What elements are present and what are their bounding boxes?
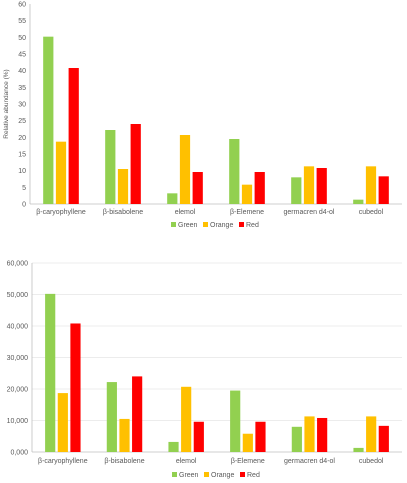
legend-swatch bbox=[240, 472, 245, 477]
chart-2: 0,000 10,000 20,000 30,000 40,000 50,000 60,00… bbox=[7, 261, 402, 479]
bar-green bbox=[43, 36, 54, 204]
bar-red bbox=[378, 176, 389, 204]
bar-red bbox=[255, 421, 266, 452]
bar-green bbox=[291, 177, 302, 204]
y-tick-label: 0 bbox=[22, 202, 26, 209]
y-tick-label: 50,000 bbox=[7, 292, 29, 299]
bar-green bbox=[105, 130, 116, 204]
y-tick-label: 45 bbox=[18, 52, 26, 59]
y-tick-label: 10,000 bbox=[7, 418, 29, 425]
legend-swatch bbox=[171, 222, 176, 227]
bar-red bbox=[317, 417, 328, 452]
legend: Green Orange Red bbox=[172, 472, 260, 479]
y-tick-label: 60,000 bbox=[7, 261, 29, 268]
category-label: β-bisabolene bbox=[103, 209, 143, 216]
category-label: elemol bbox=[175, 209, 196, 216]
legend: Green Orange Red bbox=[171, 222, 259, 229]
bar-green bbox=[353, 447, 364, 452]
bar-red bbox=[132, 376, 143, 452]
legend-label: Green bbox=[178, 222, 198, 229]
y-tick-label: 35 bbox=[18, 85, 26, 92]
y-tick-label: 40,000 bbox=[7, 324, 29, 331]
bar-green bbox=[229, 139, 240, 204]
bar-orange bbox=[117, 169, 129, 204]
bar-green bbox=[291, 426, 302, 452]
bar-red bbox=[254, 172, 265, 204]
legend-label: Orange bbox=[210, 222, 233, 229]
legend-label: Red bbox=[246, 222, 259, 229]
bar-orange bbox=[304, 416, 315, 452]
y-tick-label: 5 bbox=[22, 185, 26, 192]
chart-1: 0 5 10 15 20 25 30 35 40 45 50 55 60 Relative abundan… bbox=[3, 2, 402, 229]
bar-orange bbox=[365, 166, 377, 204]
bar-red bbox=[68, 68, 79, 204]
y-tick-label: 30 bbox=[18, 102, 26, 109]
legend-swatch bbox=[239, 222, 244, 227]
bar-orange bbox=[179, 135, 191, 204]
bar-orange bbox=[55, 141, 67, 204]
y-tick-label: 30,000 bbox=[7, 355, 29, 362]
bar-orange bbox=[366, 416, 377, 452]
legend-swatch bbox=[203, 222, 208, 227]
legend-swatch bbox=[172, 472, 177, 477]
bar-red bbox=[192, 172, 203, 204]
category-label: germacren d4-ol bbox=[284, 458, 335, 465]
legend-label: Orange bbox=[211, 472, 234, 479]
category-label: β-bisabolene bbox=[104, 458, 144, 465]
y-tick-label: 20,000 bbox=[7, 387, 29, 394]
bar-orange bbox=[57, 393, 68, 452]
y-tick-label: 0,000 bbox=[10, 450, 28, 457]
y-tick-label: 25 bbox=[18, 118, 26, 125]
y-tick-label: 10 bbox=[18, 168, 26, 175]
bar-orange bbox=[119, 418, 130, 452]
bar-green bbox=[45, 293, 56, 452]
bar-green bbox=[168, 441, 179, 452]
bar-red bbox=[130, 124, 141, 204]
y-tick-label: 20 bbox=[18, 135, 26, 142]
bar-green bbox=[353, 199, 364, 204]
bar-red bbox=[378, 425, 389, 452]
y-tick-label: 60 bbox=[18, 2, 26, 9]
category-label: β-Elemene bbox=[230, 209, 264, 216]
y-tick-label: 15 bbox=[18, 152, 26, 159]
bar-green bbox=[167, 193, 178, 204]
bar-green bbox=[230, 390, 241, 452]
bar-orange bbox=[241, 184, 253, 204]
category-label: β-Elemene bbox=[231, 458, 265, 465]
bar-orange bbox=[303, 166, 315, 204]
y-tick-label: 55 bbox=[18, 18, 26, 25]
bar-green bbox=[106, 382, 117, 452]
legend-label: Green bbox=[179, 472, 199, 479]
category-label: elemol bbox=[176, 458, 197, 465]
category-label: cubedol bbox=[359, 458, 384, 465]
bar-orange bbox=[181, 386, 192, 452]
legend-label: Red bbox=[247, 472, 260, 479]
bar-orange bbox=[242, 433, 253, 452]
y-tick-label: 40 bbox=[18, 68, 26, 75]
bar-red bbox=[70, 323, 81, 452]
category-label: cubedol bbox=[359, 209, 384, 216]
y-axis-label: Relative abundance (%) bbox=[3, 69, 10, 138]
legend-swatch bbox=[204, 472, 209, 477]
y-tick-label: 50 bbox=[18, 35, 26, 42]
bar-red bbox=[316, 168, 327, 204]
bar-red bbox=[193, 421, 204, 452]
category-label: germacren d4-ol bbox=[284, 209, 335, 216]
category-label: β-caryophyllene bbox=[36, 209, 86, 216]
category-label: β-caryophyllene bbox=[38, 458, 88, 465]
